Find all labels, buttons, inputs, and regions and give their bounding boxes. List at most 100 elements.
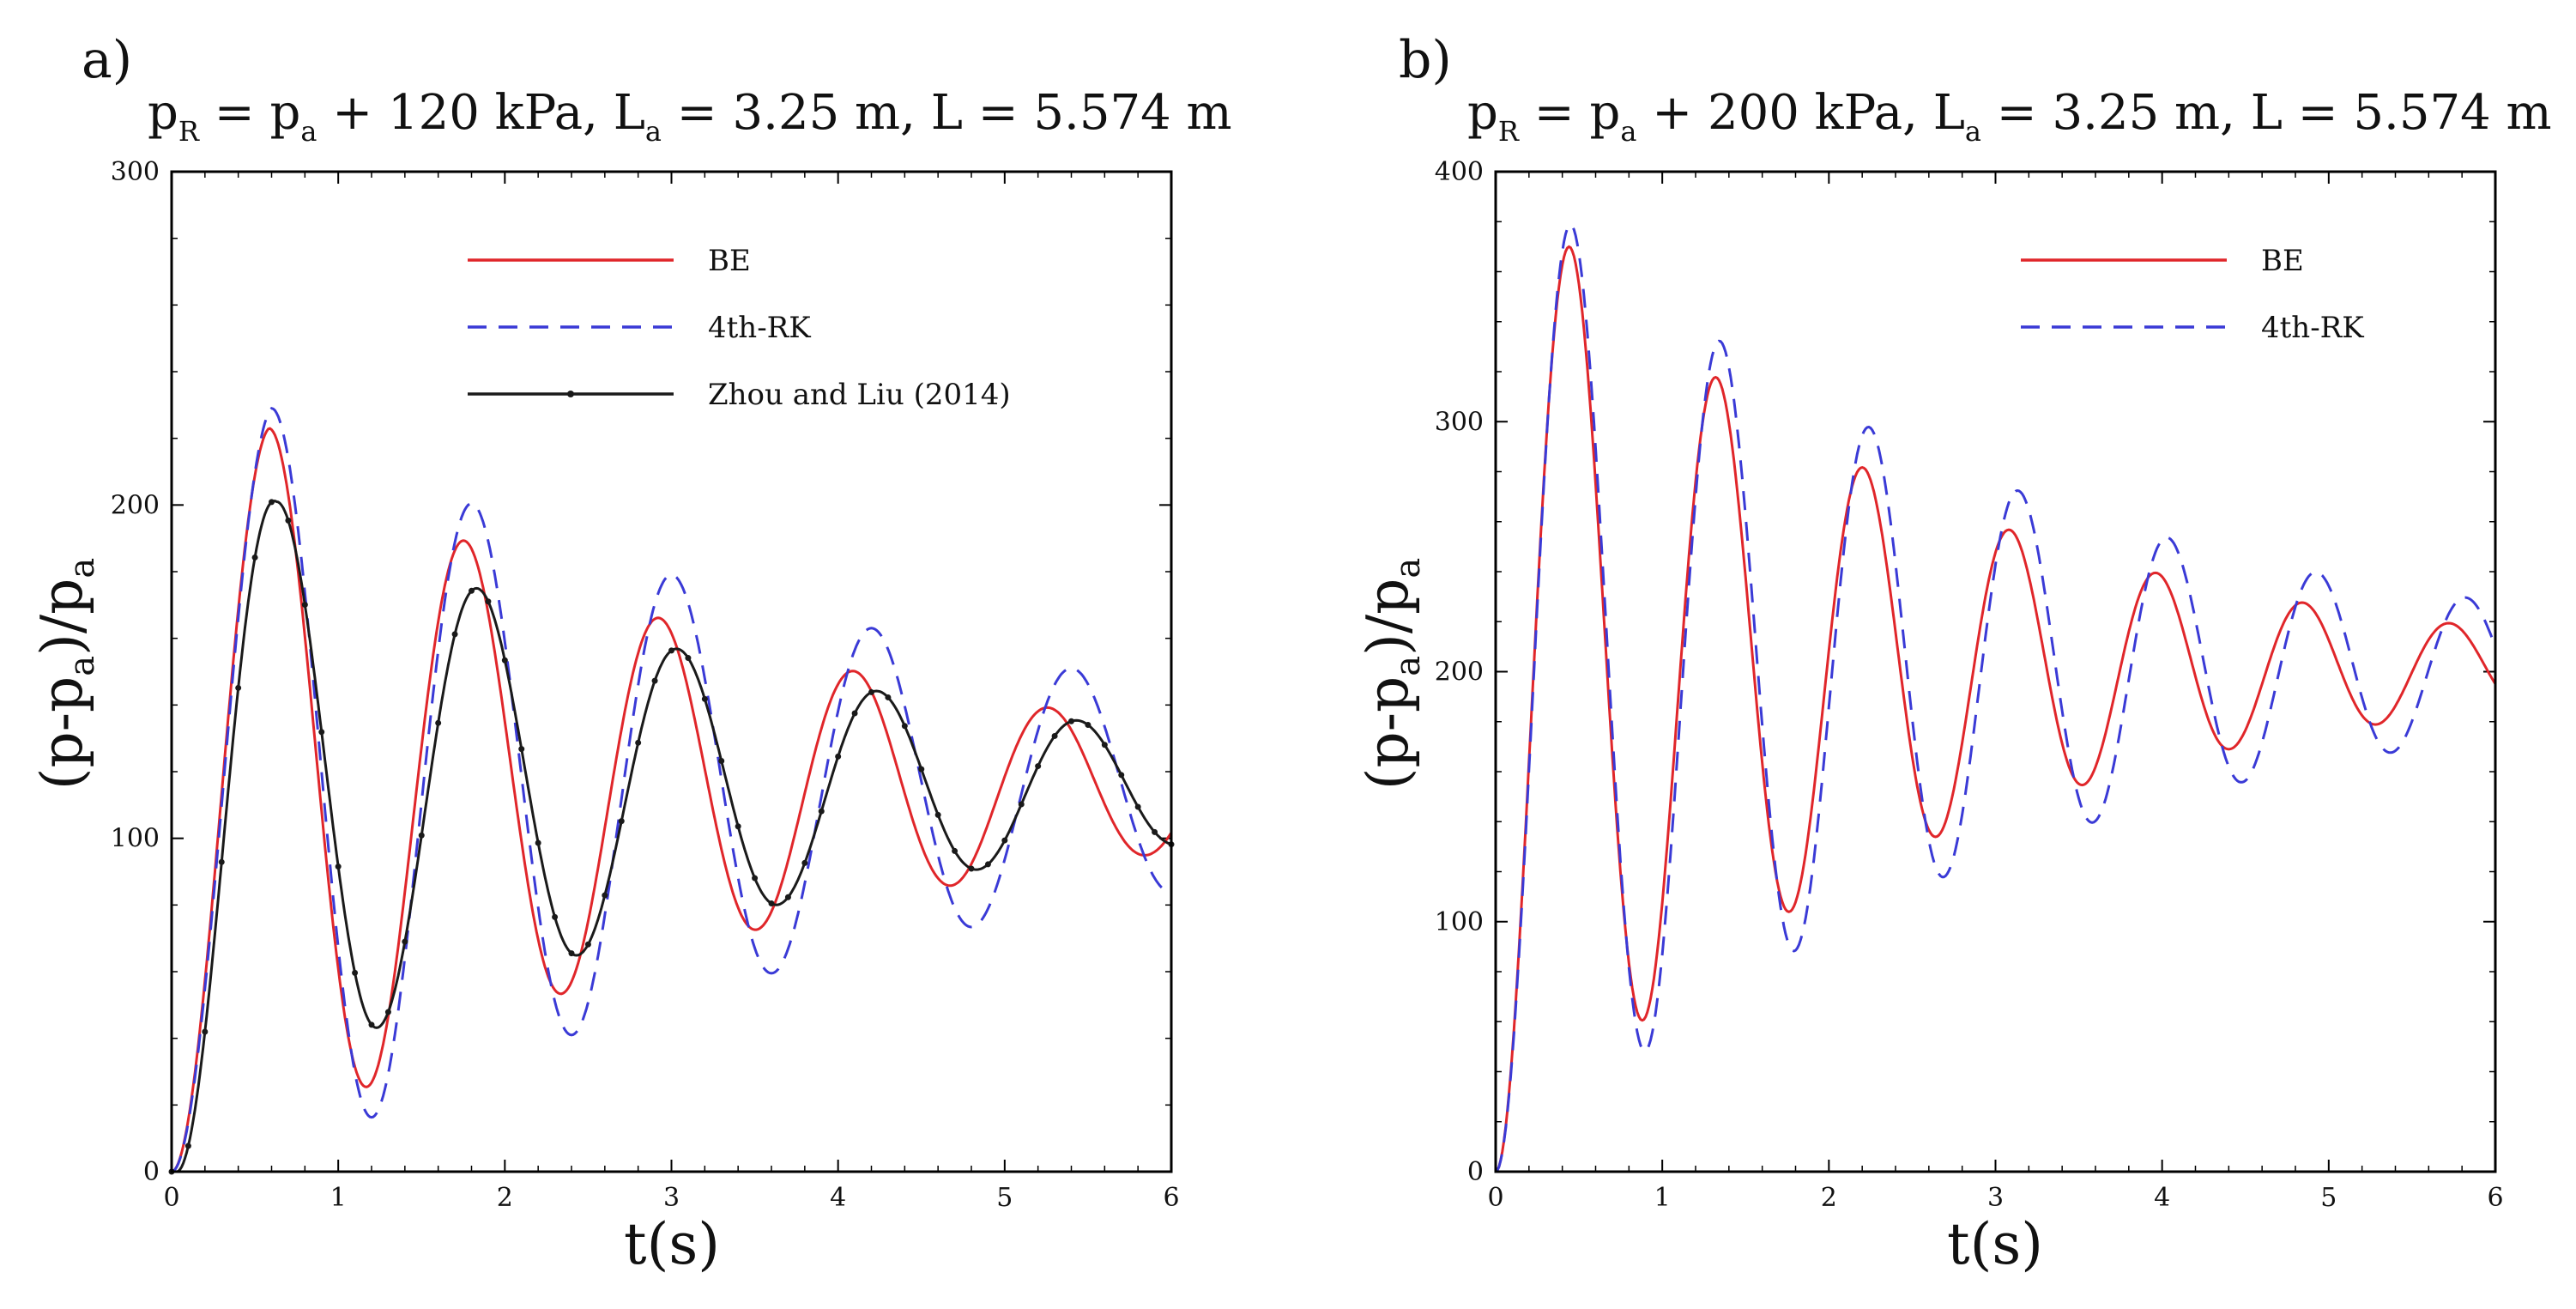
- series-marker: [635, 739, 642, 746]
- series-marker: [584, 941, 591, 948]
- x-tick-label: 6: [1163, 1183, 1179, 1213]
- title-a-pa: p: [269, 85, 300, 141]
- panel-b: b) pR = pa + 200 kPa, La = 3.25 m, L = 5…: [1355, 30, 2552, 1277]
- panel-a-letter: a): [82, 30, 132, 90]
- y-tick-label: 400: [1435, 157, 1484, 187]
- series-marker: [968, 865, 975, 872]
- series-marker: [934, 811, 941, 818]
- title-a-pr-sub: R: [178, 115, 200, 148]
- series-marker: [485, 598, 492, 605]
- series-marker: [1051, 732, 1058, 739]
- series-marker: [301, 602, 308, 609]
- legend-label-2: Zhou and Liu (2014): [708, 378, 1011, 412]
- title-a-pa-sub: a: [300, 115, 317, 148]
- panel-b-ylabel: (p-pa)/pa: [1355, 558, 1428, 791]
- legend-label-0: BE: [708, 244, 751, 278]
- series-marker: [918, 766, 925, 773]
- series-marker: [1001, 837, 1008, 844]
- series-marker: [1101, 742, 1108, 748]
- panel-b-frame: [1494, 170, 2497, 1173]
- panel-a: a) pR = pa + 120 kPa, La = 3.25 m, L = 5…: [29, 30, 1232, 1277]
- series-marker: [251, 554, 258, 561]
- series-marker: [984, 861, 991, 868]
- panel-a-legend: BE 4th-RK Zhou and Liu (2014): [468, 244, 1011, 412]
- y-tick-label: 200: [1435, 658, 1484, 688]
- title-b-pa-sub: a: [1620, 115, 1636, 148]
- y-tick-label: 200: [111, 490, 160, 520]
- series-marker: [269, 499, 275, 506]
- panel-a-ticks: 0 1 2 3 4 5 6 0 100 200 300: [111, 157, 1180, 1213]
- panel-b-plot-area: [1495, 222, 2497, 1173]
- series-marker: [418, 832, 425, 839]
- series-marker: [801, 859, 808, 866]
- panel-a-xlabel: t(s): [624, 1211, 720, 1277]
- x-tick-label: 4: [2154, 1183, 2170, 1213]
- series-marker: [501, 657, 508, 664]
- series-marker: [184, 1142, 191, 1149]
- series-marker: [868, 688, 874, 695]
- x-tick-label: 3: [663, 1183, 680, 1213]
- series-marker: [202, 1028, 209, 1035]
- x-tick-label: 6: [2487, 1183, 2503, 1213]
- series-line-4th-rk: [171, 406, 1172, 1173]
- legend-label-1: 4th-RK: [708, 311, 811, 345]
- series-marker: [1085, 721, 1091, 728]
- series-marker: [384, 1009, 391, 1015]
- title-b-la: L: [1933, 85, 1965, 141]
- series-marker: [518, 746, 525, 753]
- series-marker: [952, 847, 958, 854]
- panel-b-title: pR = pa + 200 kPa, La = 3.25 m, L = 5.57…: [1467, 85, 2552, 148]
- x-tick-label: 1: [330, 1183, 347, 1213]
- series-marker: [668, 647, 674, 654]
- series-marker: [651, 677, 658, 684]
- panel-b-xlabel: t(s): [1947, 1211, 2043, 1277]
- y-tick-label: 300: [111, 157, 160, 187]
- title-b-la-sub: a: [1965, 115, 1981, 148]
- series-marker: [1035, 763, 1042, 770]
- series-marker: [535, 839, 541, 846]
- title-b-eq1: =: [1519, 85, 1590, 141]
- panel-b-letter: b): [1399, 30, 1452, 90]
- y-tick-label: 0: [143, 1157, 160, 1187]
- panel-a-plot-area: [168, 406, 1175, 1175]
- panel-a-frame: [170, 170, 1173, 1173]
- title-b-tail: = 3.25 m, L = 5.574 m: [1981, 85, 2552, 141]
- series-marker: [818, 808, 825, 815]
- series-marker: [602, 892, 608, 899]
- series-marker: [435, 719, 442, 726]
- y-tick-label: 0: [1467, 1157, 1484, 1187]
- x-tick-label: 0: [1487, 1183, 1503, 1213]
- title-b-mid: + 200 kPa,: [1636, 85, 1932, 141]
- title-a-eq1: =: [199, 85, 270, 141]
- series-marker: [1134, 803, 1141, 810]
- series-marker: [1118, 772, 1125, 779]
- series-marker: [318, 729, 325, 736]
- legend-label-0: BE: [2261, 244, 2304, 278]
- series-marker: [368, 1021, 375, 1028]
- series-marker: [402, 938, 408, 945]
- series-marker: [768, 900, 775, 907]
- y-tick-label: 100: [1435, 907, 1484, 937]
- title-a-la-sub: a: [645, 115, 662, 148]
- legend-label-1: 4th-RK: [2261, 311, 2364, 345]
- series-marker: [618, 818, 625, 825]
- x-tick-label: 2: [497, 1183, 513, 1213]
- series-marker: [451, 631, 458, 638]
- series-marker: [552, 913, 559, 920]
- series-marker: [469, 587, 475, 594]
- x-tick-label: 2: [1821, 1183, 1837, 1213]
- series-line-be: [1495, 245, 2497, 1173]
- series-line-zhou-and-liu-2014-: [172, 500, 1172, 1173]
- title-b-pr-sub: R: [1498, 115, 1520, 148]
- series-marker: [335, 864, 342, 870]
- x-tick-label: 3: [1987, 1183, 2004, 1213]
- series-marker: [568, 950, 575, 957]
- x-tick-label: 0: [163, 1183, 179, 1213]
- panel-a-ylabel: (p-pa)/pa: [29, 558, 102, 791]
- series-line-be: [171, 427, 1173, 1173]
- series-marker: [901, 723, 908, 730]
- title-a-tail: = 3.25 m, L = 5.574 m: [662, 85, 1232, 141]
- y-tick-label: 100: [111, 824, 160, 854]
- series-marker: [851, 710, 858, 717]
- series-line-4th-rk: [1495, 222, 2497, 1173]
